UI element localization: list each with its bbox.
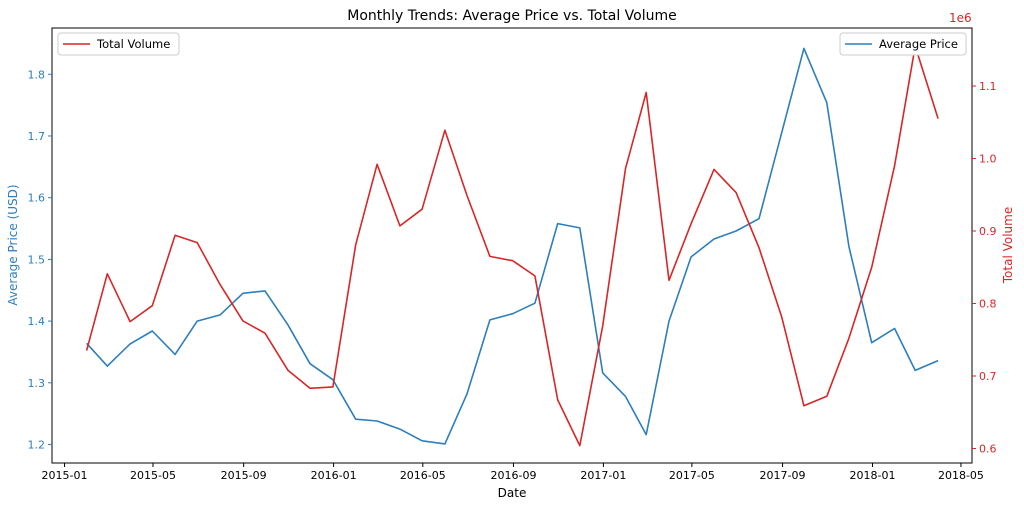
x-tick-label: 2016-09 — [490, 469, 536, 482]
y-left-tick-label: 1.3 — [28, 377, 46, 390]
chart-title: Monthly Trends: Average Price vs. Total … — [347, 8, 677, 24]
y-left-tick-label: 1.6 — [28, 192, 46, 205]
series-line-total-volume — [85, 45, 939, 447]
x-axis-label: Date — [498, 486, 527, 500]
plot-frame — [51, 27, 973, 464]
legend-left-label: Total Volume — [96, 37, 170, 51]
y-right-tick-label: 1.0 — [979, 153, 997, 166]
legend-right-label: Average Price — [879, 37, 958, 51]
x-tick-label: 2018-01 — [849, 469, 895, 482]
y-right-tick-label: 0.6 — [979, 443, 997, 456]
legend-right: Average Price — [839, 32, 967, 56]
y-right-tick-label: 0.7 — [979, 370, 997, 383]
x-tick-label: 2018-05 — [938, 469, 984, 482]
y-axis-right-label: Total Volume — [1001, 207, 1015, 284]
x-axis: 2015-01 2015-05 2015-09 2016-01 2016-05 2016-… — [42, 463, 984, 482]
y-axis-left: 1.2 1.3 1.4 1.5 1.6 1.7 1.8 — [28, 68, 52, 451]
y-right-tick-label: 0.9 — [979, 225, 997, 238]
legend-left-frame — [57, 32, 180, 56]
y-axis-right: 0.6 0.7 0.8 0.9 1.0 1.1 — [972, 80, 997, 456]
x-tick-label: 2016-05 — [400, 469, 446, 482]
y-left-tick-label: 1.7 — [28, 130, 46, 143]
y-axis-left-label: Average Price (USD) — [6, 184, 20, 305]
x-tick-label: 2016-01 — [311, 469, 357, 482]
y-left-tick-label: 1.4 — [28, 315, 46, 328]
x-tick-label: 2015-05 — [130, 469, 176, 482]
y-left-tick-label: 1.8 — [28, 68, 46, 81]
legend-right-frame — [839, 32, 967, 56]
x-tick-label: 2015-01 — [42, 469, 88, 482]
y-right-tick-label: 1.1 — [979, 80, 997, 93]
plot-lines — [85, 45, 939, 447]
x-tick-label: 2015-09 — [221, 469, 267, 482]
y-left-tick-label: 1.2 — [28, 438, 46, 451]
x-tick-label: 2017-01 — [580, 469, 626, 482]
y-left-tick-label: 1.5 — [28, 253, 46, 266]
x-tick-label: 2017-05 — [669, 469, 715, 482]
y-right-tick-label: 0.8 — [979, 298, 997, 311]
series-line-average-price — [86, 47, 939, 445]
x-tick-label: 2017-09 — [760, 469, 806, 482]
legend-left: Total Volume — [57, 32, 180, 56]
y-axis-right-offset: 1e6 — [949, 11, 972, 25]
